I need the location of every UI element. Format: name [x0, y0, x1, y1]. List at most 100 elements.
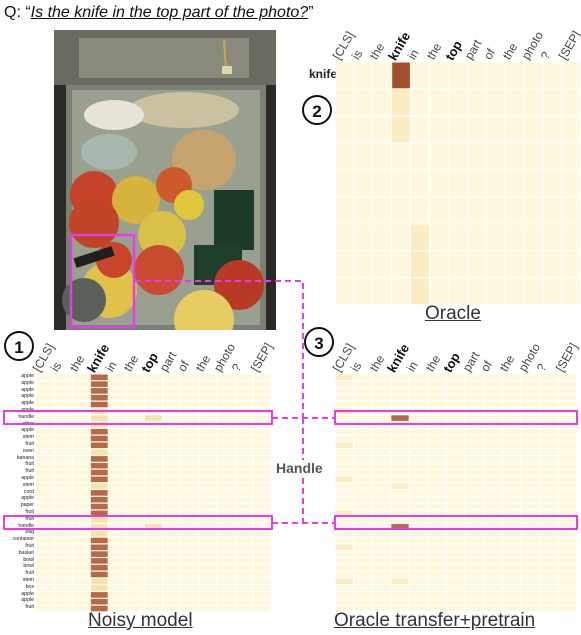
heatmap-cell [521, 388, 539, 394]
heatmap-cell [465, 503, 484, 510]
heatmap-cell [54, 483, 72, 489]
heatmap-cell [428, 592, 446, 598]
heatmap-cell [127, 524, 144, 530]
heatmap-cell [372, 449, 391, 455]
heatmap-cell [217, 503, 235, 510]
heatmap-cell [217, 415, 235, 421]
heatmap-cell [54, 449, 72, 455]
heatmap-cell [373, 89, 391, 116]
heatmap-cell [540, 544, 558, 551]
heatmap-cell [127, 496, 144, 503]
heatmap-cell [108, 381, 126, 387]
heatmap-cell [36, 415, 54, 421]
heatmap-cell [181, 510, 199, 517]
heatmap-cell [521, 510, 539, 517]
heatmap-cell [354, 449, 372, 455]
heatmap-cell [199, 415, 217, 421]
heatmap-cell [108, 517, 126, 523]
heatmap-cell [163, 435, 181, 442]
heatmap-cell [447, 476, 465, 483]
heatmap-cell [484, 401, 502, 408]
heatmap-cell [199, 428, 217, 435]
column-label-8: of [480, 46, 498, 62]
heatmap-cell [163, 442, 181, 449]
column-label-1: is [348, 47, 365, 62]
heatmap-cell [430, 89, 448, 116]
heatmap-cell [253, 381, 271, 387]
heatmap-cell [54, 394, 72, 401]
heatmap-cell [354, 408, 372, 415]
heatmap-cell [72, 456, 90, 462]
heatmap-cell [163, 558, 181, 564]
heatmap-cell [392, 197, 410, 224]
heatmap-cell [235, 551, 253, 557]
heatmap-cell [235, 503, 253, 510]
heatmap-cell [447, 524, 465, 530]
heatmap-cell [447, 598, 465, 605]
heatmap-cell [502, 578, 521, 585]
heatmap-cell [411, 224, 429, 251]
heatmap-cell [145, 544, 162, 551]
question-text: Is the knife in the top part of the phot… [30, 4, 309, 21]
heatmap-cell [354, 62, 373, 89]
heatmap-cell [447, 530, 465, 537]
heatmap-cell [199, 605, 217, 612]
heatmap-cell [484, 469, 502, 476]
heatmap-cell [428, 530, 446, 537]
heatmap-cell [465, 585, 484, 591]
heatmap-cell [145, 517, 162, 523]
heatmap-cell [253, 605, 271, 612]
heatmap-cell [90, 462, 108, 469]
column-label-11: ? [537, 49, 553, 62]
heatmap-cell [521, 442, 539, 449]
heatmap-cell [486, 62, 505, 89]
heatmap-cell [36, 564, 54, 571]
row-label: container [12, 536, 34, 543]
heatmap-cell [335, 374, 353, 381]
heatmap-cell [354, 551, 372, 557]
heatmap-cell [199, 456, 217, 462]
heatmap-cell [36, 381, 54, 387]
heatmap-cell [409, 388, 428, 394]
heatmap-cell [335, 585, 353, 591]
heatmap-cell [524, 278, 543, 305]
heatmap-cell [36, 394, 54, 401]
heatmap-cell [163, 496, 181, 503]
heatmap-cell [428, 435, 446, 442]
heatmap-cell [409, 571, 428, 578]
heatmap-cell [502, 510, 521, 517]
heatmap-cell [465, 374, 484, 381]
oracle-row-label: knife [308, 67, 337, 81]
heatmap-cell [90, 435, 108, 442]
heatmap-cell [502, 394, 521, 401]
heatmap-cell [90, 585, 108, 591]
heatmap-cell [428, 558, 446, 564]
heatmap-cell [90, 476, 108, 483]
row-label: fruit [25, 509, 34, 515]
heatmap-cell [502, 435, 521, 442]
heatmap-cell [354, 598, 372, 605]
heatmap-cell [540, 435, 558, 442]
heatmap-cell [127, 564, 144, 571]
heatmap-cell [90, 605, 108, 612]
row-label: apple [21, 386, 34, 393]
heatmap-cell [127, 510, 144, 517]
heatmap-cell [217, 408, 235, 415]
heatmap-cell [502, 388, 521, 394]
row-label: apple [21, 427, 34, 434]
heatmap-cell [372, 598, 391, 605]
heatmap-cell [235, 381, 253, 387]
heatmap-cell [235, 524, 253, 530]
heatmap-cell [391, 551, 409, 557]
heatmap-cell [447, 551, 465, 557]
heatmap-cell [108, 469, 126, 476]
heatmap-cell [199, 483, 217, 489]
heatmap-cell [465, 578, 484, 585]
heatmap-cell [391, 449, 409, 455]
heatmap-cell [502, 605, 521, 612]
heatmap-cell [502, 496, 521, 503]
heatmap-cell [163, 483, 181, 489]
heatmap-cell [335, 415, 353, 421]
heatmap-cell [430, 143, 448, 170]
row-label: stem [22, 481, 34, 488]
